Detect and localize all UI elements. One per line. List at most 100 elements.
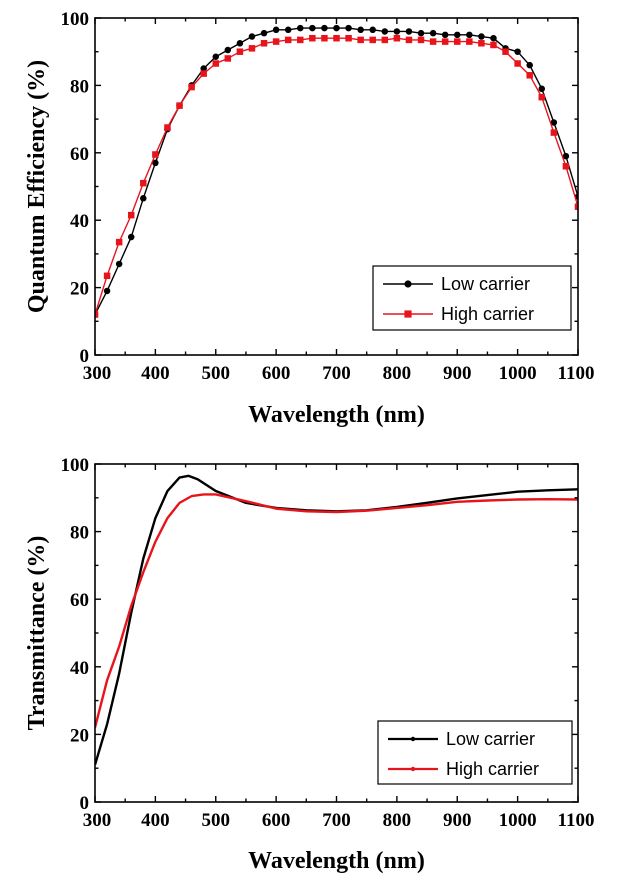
data-point (429, 38, 437, 45)
data-point (224, 55, 232, 62)
data-point (224, 46, 232, 54)
data-point (381, 28, 389, 35)
x-tick-label: 900 (443, 363, 472, 384)
x-tick-label: 500 (202, 810, 231, 831)
x-tick-label: 300 (83, 810, 112, 831)
data-point (490, 41, 497, 49)
data-point (526, 61, 533, 69)
data-point (152, 151, 159, 158)
x-tick-label: 1000 (499, 363, 537, 384)
data-point (103, 287, 111, 295)
data-point (284, 26, 292, 34)
y-tick-label: 80 (70, 76, 89, 97)
data-point (176, 102, 183, 109)
legend: Low carrier High carrier (377, 720, 573, 785)
data-point (248, 45, 256, 52)
data-point (127, 233, 135, 241)
data-point (152, 159, 159, 167)
data-point (369, 36, 376, 44)
data-point (333, 24, 340, 32)
data-point (95, 311, 99, 318)
data-point (188, 83, 195, 91)
legend-label: High carrier (446, 759, 539, 779)
series-low-carrier (95, 474, 578, 766)
data-point (550, 119, 558, 126)
legend: Low carrier High carrier (372, 265, 572, 331)
x-tick-label: 800 (383, 363, 412, 384)
data-point (538, 85, 546, 93)
legend-box (372, 265, 572, 331)
y-tick-label: 20 (70, 725, 89, 746)
x-axis-title: Wavelength (nm) (248, 848, 425, 874)
x-tick-label: 300 (83, 363, 112, 384)
data-point (260, 29, 268, 37)
legend-label: High carrier (441, 304, 534, 324)
data-point (574, 203, 578, 210)
x-tick-label: 400 (141, 810, 170, 831)
x-tick-label: 900 (443, 810, 472, 831)
x-tick-label: 500 (202, 363, 231, 384)
data-point (115, 260, 123, 268)
y-tick-label: 60 (70, 590, 89, 611)
x-tick-label: 600 (262, 810, 291, 831)
data-point (405, 28, 413, 35)
data-point (466, 38, 473, 45)
data-point (212, 60, 219, 67)
data-point (429, 29, 437, 37)
data-point (127, 211, 135, 219)
data-point (200, 70, 207, 77)
data-point (478, 40, 485, 47)
data-point (345, 24, 352, 32)
data-point (478, 33, 485, 40)
x-tick-label: 1100 (558, 363, 595, 384)
data-point (297, 24, 304, 32)
data-point (140, 195, 147, 202)
data-point (466, 31, 473, 39)
data-point (562, 152, 570, 160)
data-point (115, 238, 123, 246)
y-axis-title: Quantum Efficiency (%) (24, 60, 50, 313)
data-point (550, 129, 558, 136)
data-point (393, 34, 401, 42)
series-high-carrier (95, 493, 578, 728)
data-point (441, 31, 449, 39)
x-tick-label: 700 (322, 810, 351, 831)
y-tick-label: 0 (80, 793, 90, 814)
legend-marker (410, 736, 416, 742)
data-point (272, 26, 280, 34)
y-tick-label: 40 (70, 211, 89, 232)
data-point (369, 26, 376, 34)
legend-marker (404, 280, 412, 288)
y-tick-label: 0 (80, 346, 90, 367)
series-line (95, 474, 578, 766)
legend-box (377, 720, 573, 785)
x-axis-title: Wavelength (nm) (248, 402, 425, 428)
legend-label: Low carrier (441, 274, 530, 294)
data-point (309, 34, 316, 42)
legend-marker (404, 310, 412, 318)
data-point (454, 38, 461, 45)
data-point (309, 24, 316, 32)
data-point (405, 36, 413, 44)
series-high-carrier (95, 34, 578, 318)
data-point (417, 29, 425, 37)
data-point (212, 53, 219, 61)
x-tick-label: 700 (322, 363, 351, 384)
data-point (321, 34, 328, 42)
data-point (164, 124, 171, 131)
y-tick-label: 20 (70, 279, 89, 300)
x-tick-label: 600 (262, 363, 291, 384)
chart-1: 300 400 500 600 700 800 900 1000 1100 0 20 40 60 80 10… (24, 9, 594, 428)
data-point (272, 38, 280, 45)
y-tick-label: 80 (70, 523, 89, 544)
axis-ticks (94, 463, 579, 803)
data-point (454, 31, 461, 39)
legend-label: Low carrier (446, 729, 535, 749)
data-point (333, 34, 340, 42)
data-point (236, 48, 244, 55)
data-point (514, 60, 521, 67)
data-point (381, 36, 389, 44)
data-point (502, 48, 509, 55)
data-point (490, 34, 497, 42)
